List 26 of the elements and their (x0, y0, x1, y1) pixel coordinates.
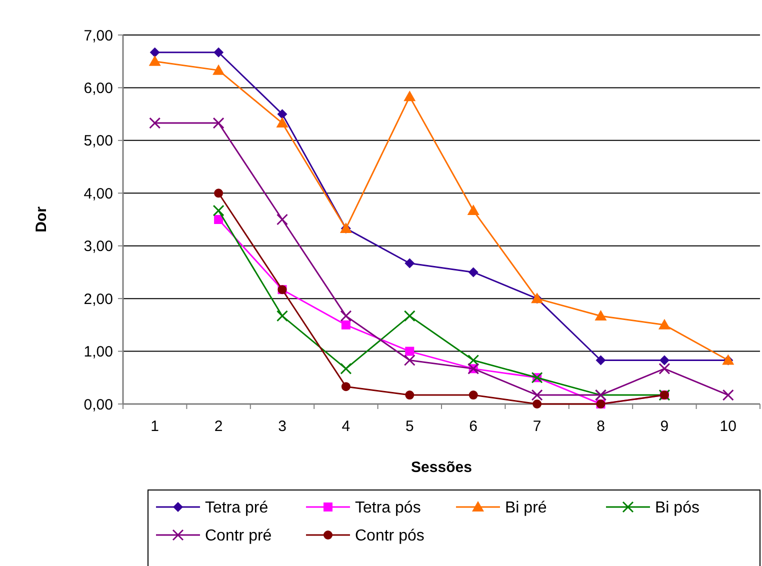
y-tick-label: 1,00 (84, 344, 113, 361)
legend-label: Contr pós (355, 528, 424, 545)
legend-label: Bi pós (655, 500, 700, 517)
y-tick-label: 0,00 (84, 396, 113, 414)
y-tick-label: 7,00 (84, 27, 113, 44)
legend-label: Contr pré (205, 528, 272, 545)
x-tick-label: 5 (405, 418, 414, 435)
x-axis-title: Sessões (411, 459, 472, 476)
legend-label: Tetra pré (205, 500, 268, 517)
x-tick-label: 4 (342, 418, 350, 435)
x-tick-label: 2 (214, 418, 223, 435)
y-axis-title: Dor (33, 206, 50, 232)
x-tick-label: 10 (720, 418, 736, 435)
y-tick-label: 3,00 (84, 238, 113, 256)
legend-label: Bi pré (505, 500, 547, 517)
y-tick-label: 5,00 (84, 132, 113, 150)
x-tick-label: 9 (660, 418, 669, 435)
x-tick-label: 6 (469, 418, 478, 435)
y-tick-label: 2,00 (84, 290, 113, 308)
x-tick-label: 7 (532, 418, 542, 435)
y-tick-label: 4,00 (84, 185, 113, 202)
legend-label: Tetra pós (355, 500, 421, 517)
y-tick-label: 6,00 (84, 80, 113, 97)
x-tick-label: 3 (278, 418, 286, 435)
x-tick-label: 1 (150, 418, 160, 435)
x-tick-label: 8 (596, 418, 605, 435)
